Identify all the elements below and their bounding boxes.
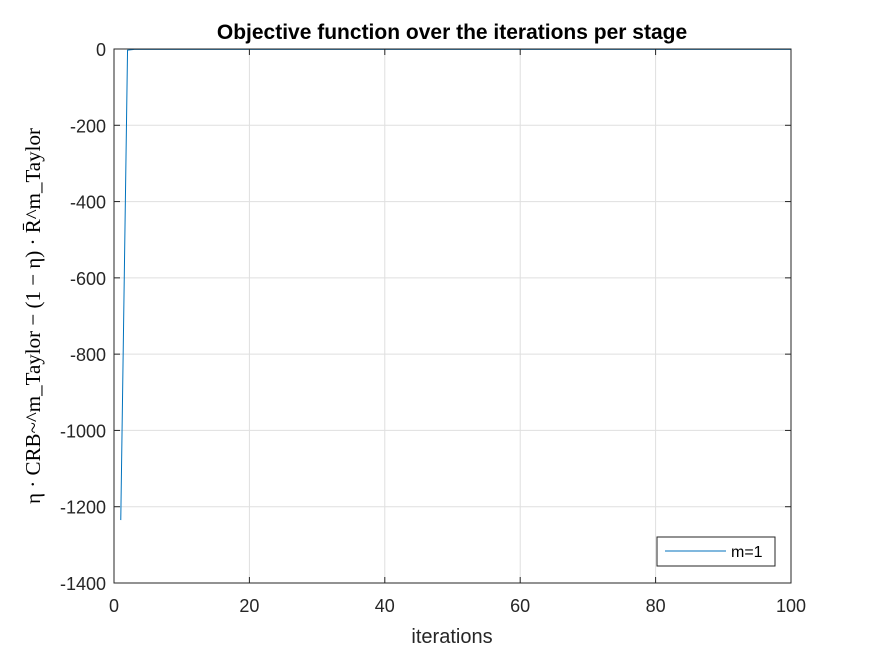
legend-entry-m1: m=1 (731, 544, 763, 561)
y-tick-label: -1000 (60, 421, 106, 441)
x-tick-label: 40 (375, 596, 395, 616)
y-tick-label: -1200 (60, 498, 106, 518)
x-tick-labels: 0 20 40 60 80 100 (109, 596, 806, 616)
y-tick-label: -1400 (60, 574, 106, 594)
tick-marks (113, 48, 792, 584)
x-tick-label: 0 (109, 596, 119, 616)
y-tick-labels: 0 -200 -400 -600 -800 -1000 -1200 -1400 (60, 40, 106, 594)
x-axis-label: iterations (411, 626, 492, 648)
x-tick-label: 60 (510, 596, 530, 616)
axes-box (113, 48, 792, 584)
y-tick-label: -800 (70, 345, 106, 365)
y-tick-label: -400 (70, 193, 106, 213)
y-tick-label: 0 (96, 40, 106, 60)
y-tick-label: -600 (70, 269, 106, 289)
chart-title: Objective function over the iterations p… (217, 21, 687, 44)
x-tick-label: 100 (776, 596, 806, 616)
y-tick-label: -200 (70, 116, 106, 136)
x-tick-label: 80 (646, 596, 666, 616)
x-tick-label: 20 (239, 596, 259, 616)
y-axis-label: η · CRB~^m_Taylor − (1 − η) · R̄^m_Taylo… (21, 128, 45, 504)
legend: m=1 (656, 536, 776, 567)
